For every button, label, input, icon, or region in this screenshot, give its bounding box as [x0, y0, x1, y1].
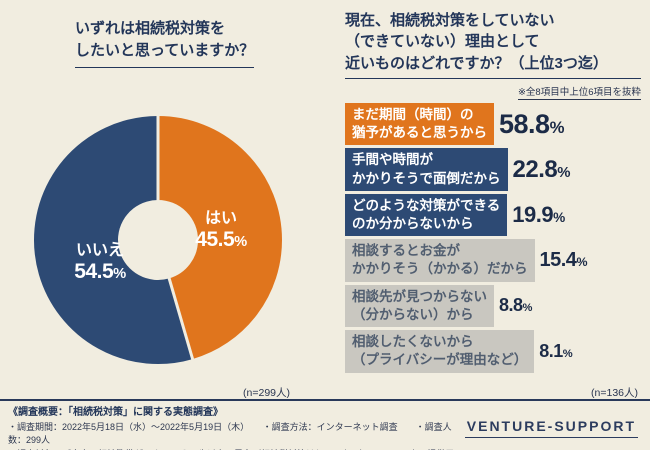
bar-label: 手間や時間が かかりそうで面倒だから	[345, 148, 508, 191]
bar-value: 22.8%	[512, 155, 571, 183]
bar-chart-title: 現在、相続税対策をしていない （できていない）理由として 近いものはどれですか？…	[345, 10, 641, 79]
bar-chart-panel: 現在、相続税対策をしていない （できていない）理由として 近いものはどれですか？…	[345, 10, 641, 376]
bar-value: 15.4%	[539, 248, 588, 271]
bar-value: 8.1%	[539, 340, 573, 361]
survey-footer: 《調査概要：「相続税対策」に関する実態調査》 ・調査期間：2022年5月18日（…	[0, 399, 650, 450]
excerpt-note: ※全8項目中上位6項目を抜粋	[517, 84, 641, 100]
donut-title-line2: したいと思っていますか？	[75, 41, 255, 59]
survey-overview-line1: ・調査期間：2022年5月18日（水）～2022年5月19日（木） ・調査方法：…	[8, 421, 452, 446]
bar-row: 相談先が見つからない （分からない）から 8.8%	[345, 284, 641, 328]
donut-svg	[34, 114, 282, 364]
donut-chart-title: いずれは相続税対策を したいと思っていますか？	[75, 18, 255, 68]
bar-row: まだ期間（時間）の 猶予があると思うから 58.8%	[345, 102, 641, 146]
bar-title-line3: 近いものはどれですか？（上位3つ迄）	[345, 54, 608, 72]
bar-label: まだ期間（時間）の 猶予があると思うから	[345, 102, 494, 146]
pie-slice-label-no: いいえ 54.5%	[55, 236, 145, 284]
survey-overview: 《調査概要：「相続税対策」に関する実態調査》 ・調査期間：2022年5月18日（…	[8, 405, 465, 450]
bar-title-line1: 現在、相続税対策をしていない	[345, 12, 555, 29]
bar-label: 相談したくないから （プライバシーが理由など）	[345, 330, 535, 373]
survey-overview-heading: 《調査概要：「相続税対策」に関する実態調査》	[8, 407, 223, 418]
pie-label-no-text: いいえ	[75, 242, 124, 259]
bar-row: 相談したくないから （プライバシーが理由など） 8.1%	[345, 330, 641, 373]
pie-label-no-value: 54.5%	[74, 260, 126, 283]
excerpt-note-row: ※全8項目中上位6項目を抜粋	[345, 82, 641, 100]
venture-support-logo: VENTURE-SUPPORT	[464, 418, 638, 438]
bar-value: 8.8%	[499, 295, 532, 316]
donut-title-line1: いずれは相続税対策を	[75, 20, 226, 37]
donut-chart: いいえ 54.5% はい 45.5%	[28, 110, 288, 370]
pie-slice-label-yes: はい 45.5%	[176, 204, 266, 252]
bar-row: どのような対策ができる のか分からないから 19.9%	[345, 193, 641, 237]
bar-value: 58.8%	[499, 108, 564, 139]
pie-label-yes-text: はい	[204, 210, 237, 227]
bar-label: 相談するとお金が かかりそう（かかる）だから	[345, 239, 535, 282]
bar-chart: まだ期間（時間）の 猶予があると思うから 58.8% 手間や時間が かかりそうで…	[345, 102, 641, 373]
bar-label: どのような対策ができる のか分からないから	[345, 193, 508, 237]
bar-value: 19.9%	[512, 201, 565, 227]
sample-size-right: (n=136人)	[591, 387, 638, 399]
sample-size-left: (n=299人)	[243, 387, 290, 399]
bar-row: 相談するとお金が かかりそう（かかる）だから 15.4%	[345, 239, 641, 282]
bar-title-line2: （できていない）理由として	[345, 33, 540, 51]
pie-label-yes-value: 45.5%	[195, 228, 247, 251]
bar-row: 手間や時間が かかりそうで面倒だから 22.8%	[345, 148, 641, 191]
bar-label: 相談先が見つからない （分からない）から	[345, 284, 494, 328]
